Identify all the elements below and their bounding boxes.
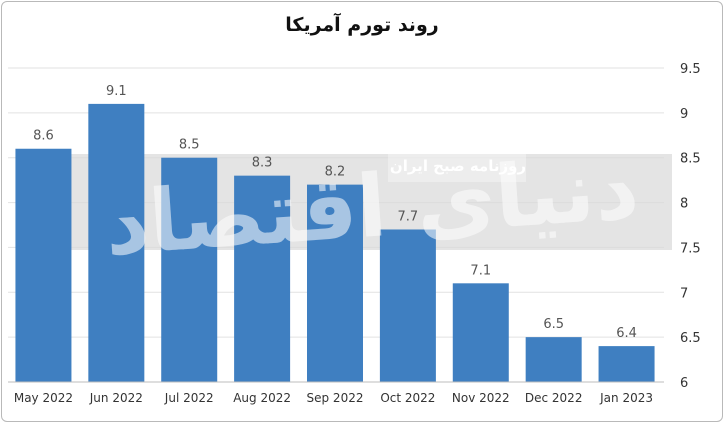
data-label: 6.4	[616, 326, 637, 341]
bars	[15, 103, 655, 382]
bar	[379, 229, 436, 382]
bar	[452, 283, 509, 382]
x-tick-label: Sep 2022	[307, 391, 364, 405]
data-label: 8.5	[179, 138, 200, 153]
y-tick-label: 6	[680, 376, 688, 391]
x-tick-label: Jun 2022	[89, 391, 143, 405]
data-label: 6.5	[543, 317, 564, 332]
y-tick-label: 6.5	[680, 331, 701, 346]
data-label: 7.7	[398, 209, 419, 224]
bar	[307, 184, 363, 382]
y-tick-label: 8.5	[680, 152, 701, 167]
x-tick-label: Oct 2022	[380, 391, 435, 405]
data-label: 8.3	[252, 156, 273, 171]
bar	[598, 346, 655, 382]
y-tick-label: 9.5	[680, 62, 701, 77]
data-label: 9.1	[106, 84, 127, 99]
bar	[88, 103, 145, 382]
value-labels: 8.6 9.1 8.5 8.3 8.2 7.7 7.1 6.5 6.4	[33, 84, 637, 341]
data-label: 8.2	[325, 165, 346, 180]
y-tick-label: 8	[680, 197, 688, 212]
y-tick-label: 7.5	[680, 241, 701, 256]
x-axis: May 2022 Jun 2022 Jul 2022 Aug 2022 Sep 2022…	[8, 381, 664, 405]
data-label: 7.1	[470, 263, 491, 278]
data-label: 8.6	[33, 129, 54, 144]
bar	[161, 157, 218, 382]
chart-title: روند تورم آمریکا	[285, 14, 439, 36]
watermark-caption: روزنامه صبح ایران	[390, 157, 526, 175]
y-tick-label: 9	[680, 107, 688, 122]
bar	[525, 337, 582, 382]
x-tick-label: Jan 2023	[599, 391, 653, 405]
bar	[234, 175, 291, 382]
x-tick-label: Nov 2022	[452, 391, 510, 405]
x-tick-label: Aug 2022	[233, 391, 291, 405]
x-tick-label: May 2022	[14, 391, 73, 405]
x-tick-label: Jul 2022	[164, 391, 214, 405]
y-axis: 6 6.5 7 7.5 8 8.5 9 9.5	[680, 62, 701, 391]
bar	[15, 148, 72, 382]
x-tick-label: Dec 2022	[525, 391, 583, 405]
y-tick-label: 7	[680, 286, 688, 301]
